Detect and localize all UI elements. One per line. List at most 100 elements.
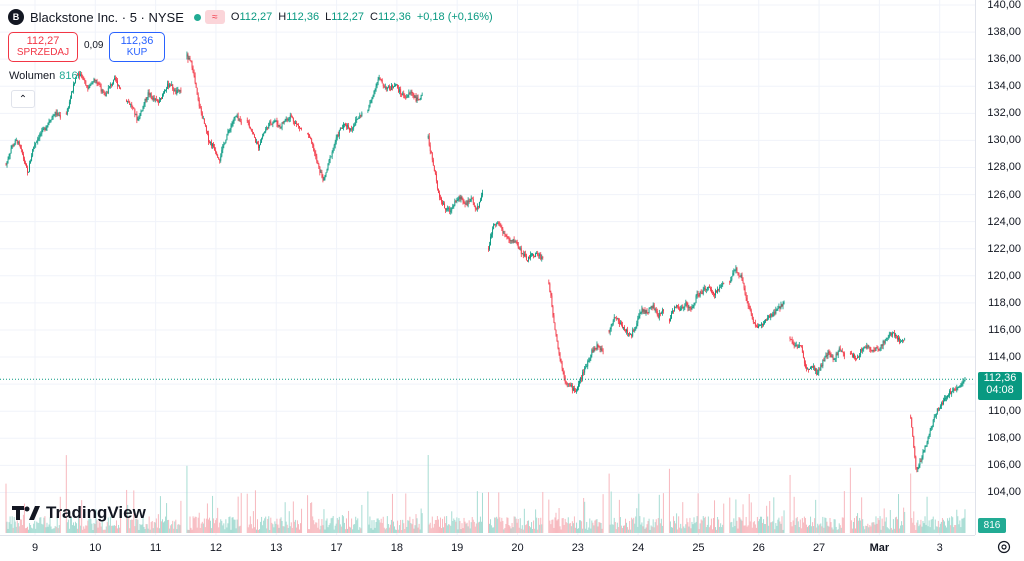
- candle-body: [479, 199, 481, 203]
- price-axis-tick: 136,00: [987, 53, 1021, 66]
- candle-body: [937, 408, 939, 410]
- collapse-legend-button[interactable]: ⌃: [11, 90, 35, 108]
- candle-body: [323, 178, 325, 181]
- buy-button[interactable]: 112,36 KUP: [109, 32, 165, 62]
- volume-bar: [640, 524, 642, 533]
- candle-body: [826, 355, 828, 357]
- volume-bar: [625, 518, 627, 533]
- candle-body: [874, 350, 876, 352]
- candle-body: [854, 354, 855, 359]
- volume-bar: [191, 529, 193, 533]
- candle-body: [309, 134, 311, 138]
- candle-body: [524, 254, 526, 256]
- candle-body: [840, 351, 842, 353]
- candle-body: [896, 334, 897, 336]
- candle-body: [106, 92, 108, 94]
- volume-bar: [404, 529, 406, 533]
- volume-bar: [739, 517, 741, 533]
- candle-body: [310, 137, 312, 140]
- candle-body: [478, 202, 480, 207]
- volume-bar: [388, 527, 390, 533]
- volume-bar: [80, 525, 82, 533]
- settings-icon[interactable]: [997, 540, 1011, 554]
- candle-body: [763, 324, 765, 326]
- volume-bar: [171, 524, 173, 533]
- volume-bar: [268, 516, 270, 533]
- volume-bar: [729, 497, 731, 533]
- price-axis-tick: 134,00: [987, 80, 1021, 93]
- volume-bar: [916, 522, 918, 533]
- volume-bar: [857, 513, 859, 533]
- symbol-title[interactable]: Blackstone Inc. · 5 · NYSE: [30, 9, 184, 25]
- volume-bar: [616, 522, 618, 533]
- candle-body: [618, 321, 620, 325]
- volume-legend[interactable]: Wolumen 816: [9, 70, 78, 82]
- volume-bar: [819, 524, 821, 533]
- candle-body: [536, 253, 538, 254]
- volume-bar: [509, 526, 511, 533]
- volume-bar: [297, 524, 299, 533]
- volume-bar: [589, 518, 591, 533]
- volume-bar: [114, 525, 116, 533]
- volume-bar: [753, 521, 755, 533]
- volume-bar: [618, 499, 620, 533]
- candle-body: [914, 447, 916, 457]
- candle-body: [360, 114, 362, 116]
- candle-body: [395, 84, 396, 87]
- volume-bar: [353, 524, 355, 533]
- candle-body: [53, 115, 55, 117]
- candle-body: [334, 142, 336, 146]
- sell-button[interactable]: 112,27 SPRZEDAJ: [8, 32, 78, 62]
- time-axis[interactable]: 9 10 11 12 13 17 18 19 20 23 24 25 26 27 Mar 3: [0, 535, 975, 561]
- volume-bar: [99, 522, 101, 533]
- volume-bar: [902, 525, 904, 533]
- volume-bar: [419, 529, 421, 533]
- price-axis-tick: 116,00: [988, 323, 1021, 336]
- candle-body: [745, 294, 747, 298]
- candle-body: [190, 60, 192, 62]
- volume-bar: [794, 524, 796, 533]
- candle-body: [86, 85, 88, 87]
- candle-body: [677, 305, 679, 307]
- candle-body: [502, 229, 504, 234]
- candle-body: [312, 142, 314, 145]
- volume-bar: [176, 529, 178, 533]
- volume-bar: [203, 518, 205, 533]
- candle-body: [939, 405, 941, 409]
- volume-bar: [493, 527, 495, 533]
- candle-body: [222, 145, 224, 150]
- volume-bar: [687, 522, 689, 533]
- candle-body: [682, 306, 684, 308]
- delay-badge[interactable]: ≈: [204, 10, 225, 24]
- candle-body: [348, 125, 349, 128]
- candle-body: [619, 322, 621, 325]
- candle-body: [957, 387, 959, 388]
- candle-body: [110, 84, 112, 86]
- candle-body: [313, 144, 315, 152]
- candle-body: [776, 309, 778, 311]
- candle-body: [578, 383, 579, 388]
- volume-bar: [359, 527, 361, 533]
- candle-body: [697, 293, 699, 296]
- candle-body: [964, 377, 966, 382]
- volume-bar: [722, 524, 724, 533]
- candle-body: [96, 80, 98, 84]
- volume-bar: [59, 496, 61, 533]
- volume-bar: [715, 527, 717, 533]
- volume-bar: [752, 522, 754, 533]
- candle-body: [370, 100, 372, 103]
- candle-body: [48, 121, 50, 124]
- candle-body: [766, 319, 768, 321]
- candle-body: [447, 208, 449, 210]
- volume-bar: [750, 502, 752, 533]
- volume-bar: [669, 521, 671, 533]
- price-axis[interactable]: 104,00106,00108,00110,00112,00114,00116,…: [975, 0, 1024, 535]
- candle-body: [881, 344, 883, 347]
- volume-bar: [704, 516, 706, 533]
- volume-bar: [38, 523, 40, 533]
- volume-bar: [756, 516, 758, 533]
- candle-body: [935, 413, 937, 417]
- candle-body: [44, 128, 46, 131]
- volume-bar: [943, 521, 945, 533]
- price-chart[interactable]: [0, 0, 975, 535]
